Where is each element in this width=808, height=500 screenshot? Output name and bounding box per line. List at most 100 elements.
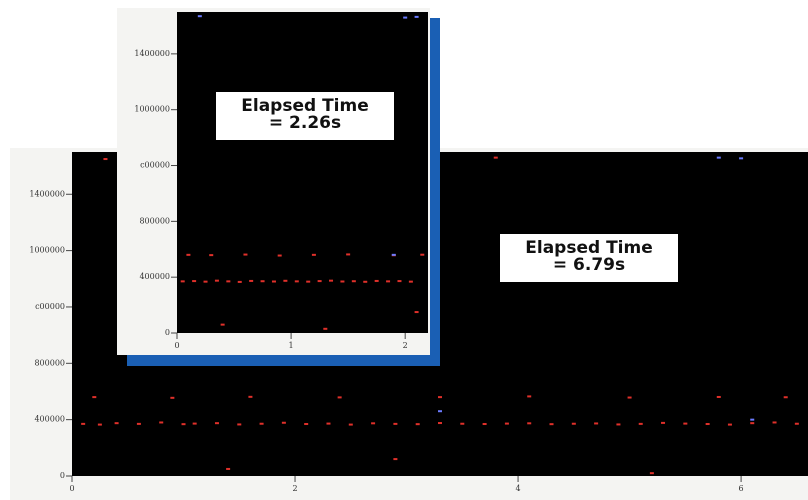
point [114, 422, 119, 425]
point [348, 423, 353, 426]
point [260, 280, 265, 283]
x-tick-label: 4 [516, 484, 521, 493]
x-tick-label: 0 [174, 341, 179, 350]
point [159, 421, 164, 424]
annotation: = 2.26s [269, 113, 341, 133]
point [170, 396, 175, 399]
point [326, 422, 331, 425]
point [203, 280, 208, 283]
point [317, 280, 322, 283]
point [403, 16, 408, 19]
point [460, 422, 465, 425]
point [248, 395, 253, 398]
point [323, 327, 328, 330]
point [281, 421, 286, 424]
point [346, 253, 351, 256]
point [391, 253, 396, 256]
point [374, 279, 379, 282]
point [226, 280, 231, 283]
point [616, 423, 621, 426]
point [294, 280, 299, 283]
x-tick-label: 0 [69, 484, 74, 493]
point [397, 280, 402, 283]
point [549, 423, 554, 426]
y-tick-label: 400000 [34, 415, 65, 424]
point [527, 395, 532, 398]
annotation-box [216, 92, 394, 140]
point [594, 422, 599, 425]
point [727, 423, 732, 426]
point [438, 410, 442, 413]
point [649, 472, 654, 475]
point [493, 156, 498, 159]
y-tick-label: c00000 [35, 302, 65, 311]
point [81, 422, 86, 425]
point [311, 253, 316, 256]
point [237, 423, 242, 426]
y-tick-label: 1400000 [29, 189, 65, 198]
point [220, 323, 225, 326]
point [482, 423, 487, 426]
point [438, 396, 442, 399]
chart-panel: 0 400000 800000 c00000 1000000 1400000 0 1 2 Elap… [117, 8, 440, 366]
point [716, 395, 721, 398]
point [249, 279, 254, 282]
x-tick-label: 2 [292, 484, 297, 493]
annotation: Elapsed Time [525, 238, 652, 258]
point [259, 422, 264, 425]
x-tick-label: 6 [739, 484, 744, 493]
point [438, 422, 442, 425]
point [304, 423, 309, 426]
point [414, 15, 419, 18]
point [136, 422, 141, 425]
point [716, 156, 721, 159]
x-tick-label: 1 [289, 341, 294, 350]
point [750, 422, 755, 425]
point [351, 280, 356, 283]
point [214, 422, 219, 425]
point [329, 279, 334, 282]
y-tick-label: 0 [165, 328, 170, 337]
point [92, 396, 97, 399]
point [739, 157, 744, 160]
point [337, 396, 342, 399]
point [192, 280, 197, 283]
annotation-box [500, 234, 678, 282]
point [420, 253, 425, 256]
point [271, 280, 276, 283]
point [180, 280, 185, 283]
point [237, 280, 242, 283]
point [772, 421, 777, 424]
y-tick-label: 0 [60, 471, 65, 480]
point [186, 253, 191, 256]
point [306, 280, 311, 283]
point [197, 15, 202, 18]
point [683, 422, 688, 425]
point [103, 158, 108, 161]
point [414, 311, 419, 314]
point [340, 280, 345, 283]
annotation: = 6.79s [553, 255, 625, 275]
y-tick-label: 400000 [139, 272, 170, 281]
point [393, 422, 398, 425]
point [661, 421, 666, 424]
point [243, 253, 248, 256]
point [750, 418, 755, 421]
annotation: Elapsed Time [241, 96, 368, 116]
y-tick-label: 1000000 [29, 246, 65, 255]
point [571, 422, 576, 425]
point [705, 423, 710, 426]
point [192, 422, 197, 425]
point [181, 423, 186, 426]
x-tick-label: 2 [403, 341, 408, 350]
point [504, 422, 509, 425]
point [363, 280, 368, 283]
y-tick-label: 800000 [34, 358, 65, 367]
point [283, 279, 288, 282]
plot-area [177, 12, 428, 333]
y-tick-label: 1400000 [134, 49, 170, 58]
point [226, 467, 231, 470]
point [638, 422, 643, 425]
